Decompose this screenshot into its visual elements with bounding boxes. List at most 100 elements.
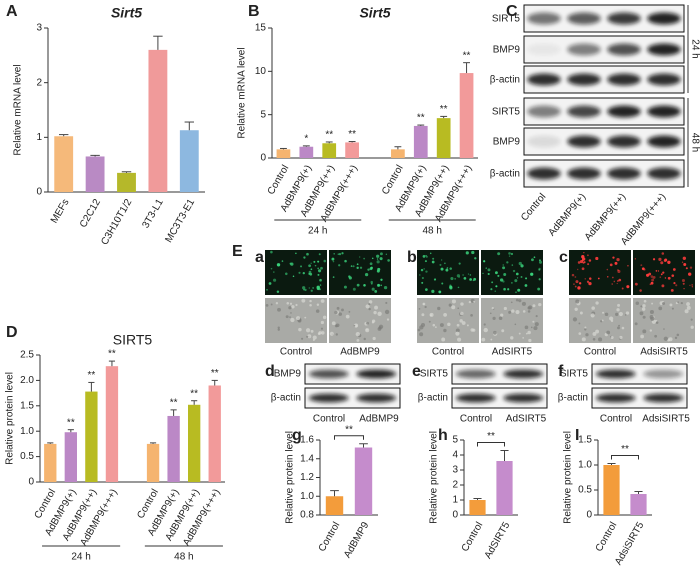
panel-letter: A xyxy=(6,3,18,20)
blot-row-label: SIRT5 xyxy=(492,14,521,25)
cell-signal xyxy=(571,273,575,277)
cell-signal xyxy=(289,262,292,265)
cell-texture xyxy=(320,299,325,303)
blot-band xyxy=(503,393,544,403)
cell-signal xyxy=(429,252,432,255)
cell-texture xyxy=(428,320,431,323)
cell-texture xyxy=(451,305,456,310)
blot-band xyxy=(503,369,544,379)
cell-signal xyxy=(495,271,498,275)
cell-texture xyxy=(457,307,460,310)
cell-texture xyxy=(538,302,542,307)
cell-texture xyxy=(316,303,320,306)
cell-signal xyxy=(533,256,536,259)
x-tick-label: 3T3-L1 xyxy=(140,197,166,230)
cell-texture xyxy=(363,337,366,341)
cell-signal xyxy=(298,271,301,274)
blot-band xyxy=(647,73,681,86)
cell-texture xyxy=(534,322,539,327)
cell-signal xyxy=(332,260,335,263)
cell-texture xyxy=(584,326,587,329)
cell-signal xyxy=(456,274,461,278)
cell-texture xyxy=(619,335,623,340)
significance-label: ** xyxy=(440,104,448,115)
cell-texture xyxy=(598,337,603,342)
blot-frame xyxy=(451,387,548,409)
cell-signal xyxy=(651,278,655,282)
significance-label: ** xyxy=(108,349,116,360)
significance-label: ** xyxy=(211,368,219,379)
cell-signal xyxy=(515,291,517,293)
significance-label: ** xyxy=(325,130,333,141)
cell-texture xyxy=(649,329,653,332)
cell-signal xyxy=(517,288,521,292)
cell-texture xyxy=(448,303,452,307)
cell-signal xyxy=(503,273,507,277)
bar xyxy=(85,156,105,192)
cell-signal xyxy=(317,260,320,263)
blot-band xyxy=(643,393,684,403)
cell-signal xyxy=(507,288,510,291)
cell-texture xyxy=(368,300,373,304)
cell-texture xyxy=(572,317,578,322)
cell-signal xyxy=(441,282,444,285)
lane-label: AdBMP9(+) xyxy=(546,192,588,239)
y-tick-label: 3 xyxy=(36,23,42,34)
cell-signal xyxy=(308,264,312,268)
cell-texture xyxy=(345,314,350,319)
cell-texture xyxy=(483,323,486,326)
cell-signal xyxy=(537,287,541,291)
cell-texture xyxy=(461,321,466,325)
blot-band xyxy=(567,135,601,148)
y-tick-label: 0.5 xyxy=(20,451,34,462)
x-tick-label: C3H10T1/2 xyxy=(99,197,134,247)
cell-texture xyxy=(372,336,376,341)
panel-letter: f xyxy=(558,363,564,380)
cell-signal xyxy=(431,260,435,264)
cell-signal xyxy=(691,284,693,286)
cell-texture xyxy=(288,306,292,310)
cell-texture xyxy=(489,312,492,315)
cell-texture xyxy=(651,302,654,305)
cell-signal xyxy=(650,275,654,278)
cell-texture xyxy=(615,312,619,317)
cell-signal xyxy=(449,285,453,289)
cell-signal xyxy=(285,272,288,276)
blot-band xyxy=(607,167,641,180)
bar xyxy=(630,494,647,515)
cell-texture xyxy=(447,322,451,327)
y-tick-label: 1.0 xyxy=(20,426,34,437)
cell-texture xyxy=(501,329,505,333)
cell-signal xyxy=(583,251,585,254)
bar xyxy=(44,443,57,482)
cell-signal xyxy=(363,283,366,287)
cell-texture xyxy=(617,303,621,307)
group-label: 24 h xyxy=(71,552,90,563)
cell-texture xyxy=(348,310,351,313)
cell-signal xyxy=(383,286,388,290)
cell-signal xyxy=(586,280,590,283)
significance-bracket xyxy=(477,442,505,447)
cell-texture xyxy=(309,299,312,303)
cell-signal xyxy=(318,269,322,273)
cell-texture xyxy=(528,305,533,310)
x-tick-label: AdSIRT5 xyxy=(483,520,513,561)
cell-signal xyxy=(303,289,305,291)
cell-signal xyxy=(652,258,656,261)
brightfield-image xyxy=(417,298,479,343)
cell-signal xyxy=(689,266,693,269)
cell-signal xyxy=(670,288,674,292)
cell-signal xyxy=(579,259,584,264)
cell-signal xyxy=(494,290,496,292)
cell-texture xyxy=(491,307,494,310)
cell-signal xyxy=(582,257,586,261)
cell-texture xyxy=(518,332,521,335)
bar xyxy=(54,136,74,192)
blot-band xyxy=(527,43,561,56)
cell-signal xyxy=(659,276,661,278)
cell-texture xyxy=(669,303,673,307)
cell-texture xyxy=(527,310,531,313)
cell-signal xyxy=(577,268,579,271)
cell-texture xyxy=(677,301,679,303)
blot-band xyxy=(567,167,601,180)
